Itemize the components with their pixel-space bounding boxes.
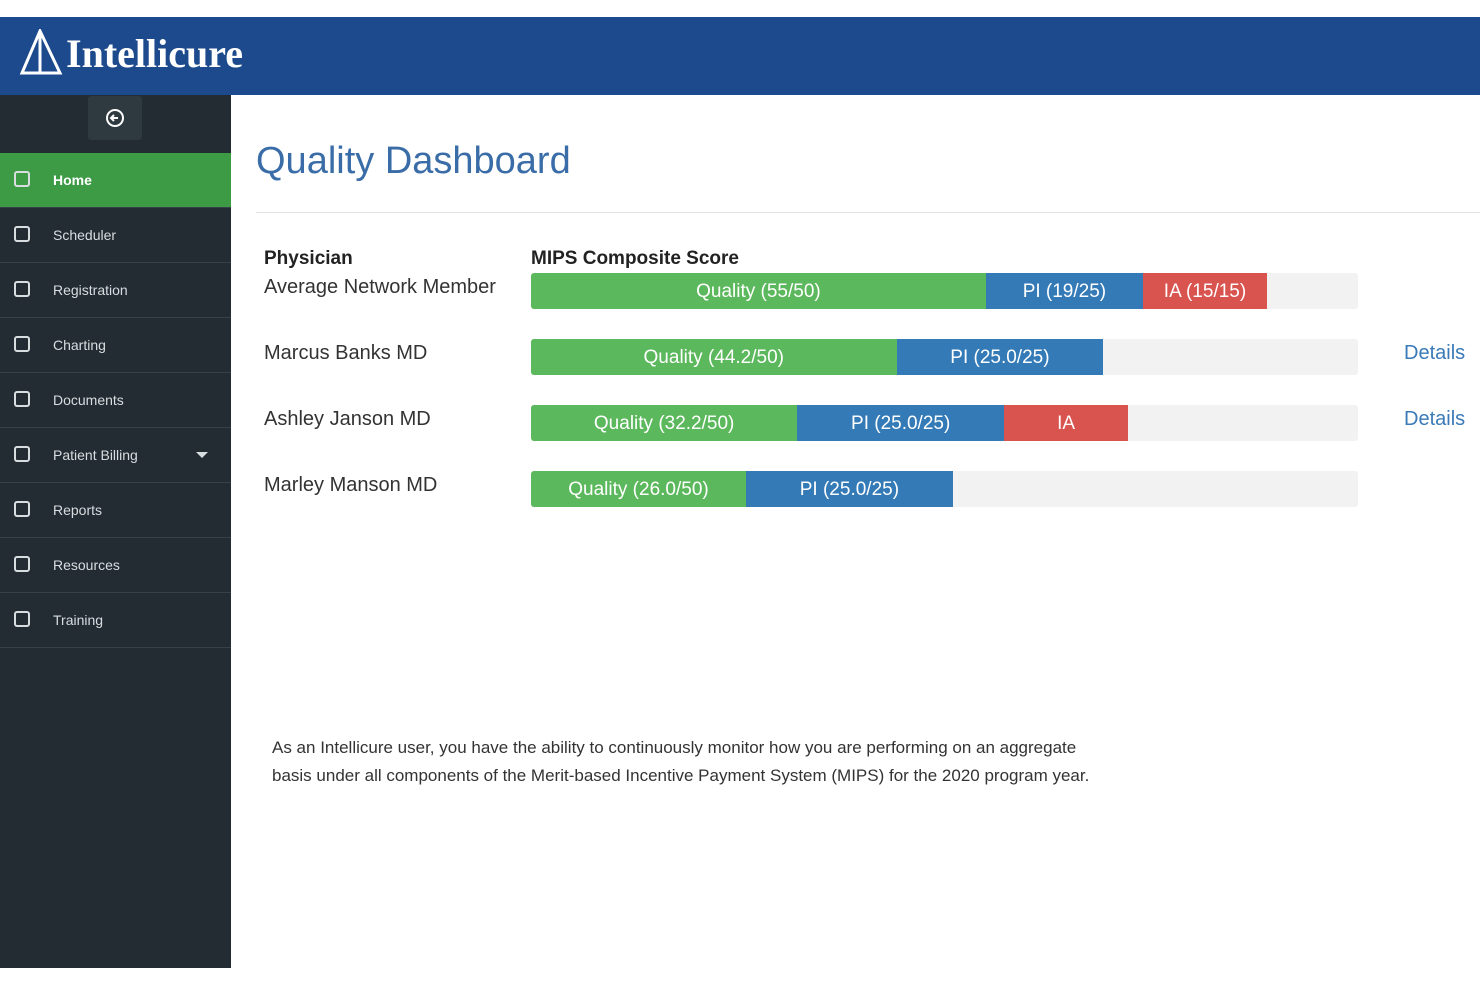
nav-item[interactable]: Training (0, 593, 231, 648)
nav-item[interactable]: Scheduler (0, 208, 231, 263)
score-bar: Quality (55/50) PI (19/25) IA (15/15) (531, 273, 1358, 309)
header (0, 17, 1480, 95)
nav-icon (14, 281, 30, 297)
nav-icon (14, 611, 30, 627)
segment-label: PI (25.0/25) (851, 413, 951, 434)
nav-label: Patient Billing (53, 447, 138, 463)
segment-label: Quality (44.2/50) (643, 347, 784, 368)
nav-label: Resources (53, 557, 120, 573)
segment-label: Quality (32.2/50) (593, 413, 735, 434)
nav-icon (14, 336, 30, 352)
bar-segment: IA (15/15) (1142, 273, 1268, 309)
physician-name: Marcus Banks MD (264, 342, 428, 364)
note: As an Intellicure user, you have the abi… (272, 738, 1090, 785)
bar-segment: Quality (44.2/50) (531, 339, 897, 375)
nav-icon (14, 391, 30, 407)
bar-segment: Quality (55/50) (531, 273, 986, 309)
segment-label: Quality (55/50) (696, 281, 821, 302)
nav-label: Charting (53, 337, 106, 353)
nav-label: Registration (53, 282, 128, 298)
bar-segment: Quality (26.0/50) (531, 471, 747, 507)
nav-item[interactable]: Patient Billing (0, 428, 231, 483)
nav-item[interactable]: Home (0, 153, 231, 208)
nav-icon (14, 171, 30, 187)
sidebar (0, 95, 231, 968)
bar-segment: PI (25.0/25) (797, 405, 1005, 441)
caret (196, 452, 208, 458)
details-link[interactable]: Details (1404, 408, 1466, 430)
brand: Intellicure (66, 31, 244, 76)
segment-label: PI (25.0/25) (799, 479, 900, 500)
nav-icon (14, 226, 30, 242)
bar-segment: PI (19/25) (985, 273, 1143, 309)
logo (19, 29, 63, 75)
physician-name: Ashley Janson MD (264, 408, 431, 430)
nav-item[interactable]: Resources (0, 538, 231, 593)
nav-icon (14, 556, 30, 572)
score-bar: Quality (32.2/50) PI (25.0/25) IA (531, 405, 1358, 441)
nav-label: Scheduler (53, 227, 117, 243)
nav-icon (14, 446, 30, 462)
page-title: Quality Dashboard (256, 140, 571, 182)
segment-label: IA (1057, 413, 1076, 434)
nav-item[interactable]: Charting (0, 318, 231, 373)
segment-label: Quality (26.0/50) (568, 479, 709, 500)
column-header: Physician (264, 248, 353, 269)
segment-label: PI (19/25) (1022, 281, 1107, 302)
score-bar: Quality (26.0/50) PI (25.0/25) (531, 471, 1358, 507)
details-link[interactable]: Details (1404, 342, 1466, 364)
collapse-button[interactable] (88, 96, 142, 140)
physician-name: Marley Manson MD (264, 474, 438, 496)
segment-label: PI (25.0/25) (950, 347, 1050, 368)
nav-item[interactable]: Registration (0, 263, 231, 318)
nav-label: Reports (53, 502, 103, 518)
nav-item[interactable]: Documents (0, 373, 231, 428)
nav-item[interactable]: Reports (0, 483, 231, 538)
column-header: MIPS Composite Score (531, 248, 739, 269)
bar-segment: PI (25.0/25) (746, 471, 953, 507)
divider (256, 212, 1480, 213)
bar-segment: PI (25.0/25) (896, 339, 1104, 375)
score-bar: Quality (44.2/50) PI (25.0/25) (531, 339, 1358, 375)
nav-label: Documents (53, 392, 124, 408)
bar-segment: Quality (32.2/50) (531, 405, 798, 441)
segment-label: IA (15/15) (1163, 281, 1247, 302)
nav-label: Home (53, 172, 92, 188)
nav-icon (14, 501, 30, 517)
bar-segment: IA (1004, 405, 1129, 441)
nav-label: Training (53, 612, 104, 628)
physician-name: Average Network Member (264, 276, 496, 298)
